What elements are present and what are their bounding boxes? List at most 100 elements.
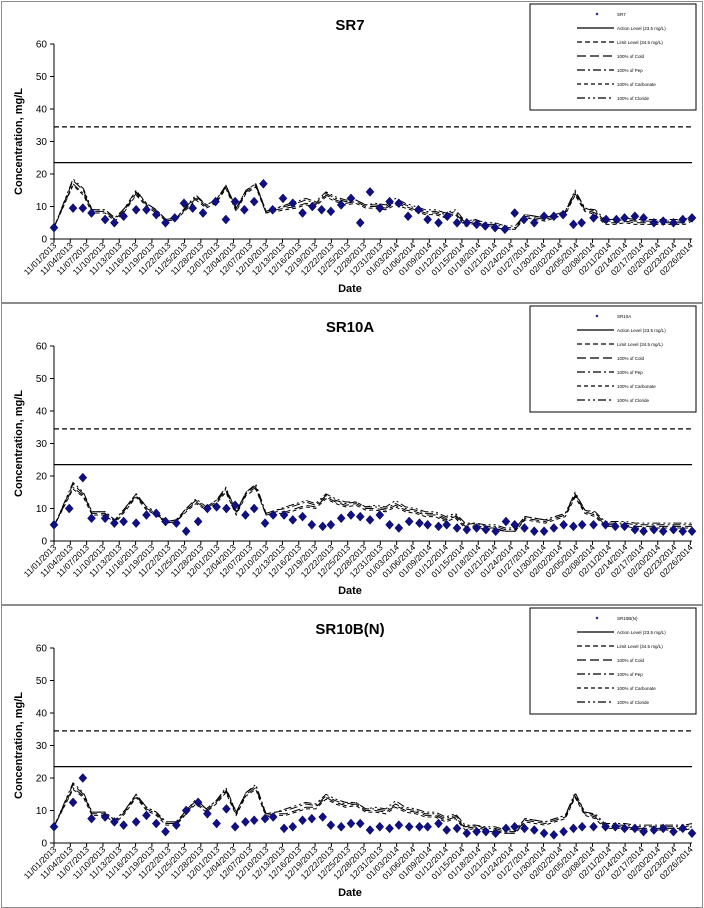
- data-point: [404, 516, 414, 527]
- data-point: [520, 523, 529, 533]
- data-point: [423, 214, 432, 225]
- data-point: [519, 214, 529, 225]
- data-point: [336, 513, 346, 524]
- y-tick-label: 50: [36, 72, 48, 83]
- legend-entry: Action Level (23.5 mg/L): [617, 328, 666, 333]
- data-point: [365, 186, 375, 197]
- data-point: [423, 821, 432, 832]
- data-point: [87, 813, 96, 824]
- data-point: [49, 222, 59, 233]
- chart-panel-sr7: SR7 Concentration, mg/L Date 0 10 20 30 40 50 60 1…: [1, 1, 703, 303]
- legend-entry: 100% of Cloride: [617, 96, 650, 101]
- data-point: [68, 203, 78, 214]
- data-point: [491, 526, 500, 537]
- y-tick-label: 60: [36, 644, 48, 655]
- y-tick-label: 0: [41, 537, 47, 548]
- data-point: [288, 821, 298, 832]
- y-tick-label: 40: [36, 105, 48, 116]
- data-point: [490, 222, 500, 233]
- data-point: [278, 193, 288, 204]
- data-point: [539, 828, 549, 839]
- chart-title: SR7: [335, 17, 364, 34]
- data-point: [589, 212, 598, 223]
- data-point: [151, 209, 161, 220]
- data-point: [658, 823, 668, 834]
- data-point: [119, 820, 128, 831]
- data-point: [336, 199, 346, 210]
- data-point: [203, 503, 212, 514]
- data-point: [394, 198, 404, 209]
- data-point: [510, 208, 520, 218]
- chart-svg: SR7 Concentration, mg/L Date 0 10 20 30 40 50 60 1…: [13, 3, 697, 295]
- data-point: [639, 526, 648, 537]
- model-series-line-1: [53, 783, 693, 834]
- data-point: [365, 514, 375, 525]
- data-point: [64, 503, 74, 514]
- y-tick-label: 30: [36, 137, 48, 148]
- data-point: [355, 217, 365, 228]
- data-point: [198, 208, 208, 218]
- data-point: [620, 521, 629, 532]
- data-point: [442, 825, 452, 835]
- data-point: [649, 524, 659, 535]
- data-point: [221, 214, 231, 225]
- data-point: [569, 219, 578, 230]
- y-tick-label: 60: [36, 342, 48, 353]
- legend-entry: 100% of Cloride: [617, 700, 650, 705]
- data-point: [639, 212, 648, 223]
- data-point: [610, 521, 620, 532]
- data-point: [452, 523, 462, 533]
- legend-box: [529, 3, 697, 111]
- data-point: [193, 797, 203, 808]
- legend-entry: 100% of Pep: [617, 672, 643, 677]
- data-point: [529, 217, 539, 228]
- data-point: [119, 211, 128, 222]
- legend-entry: 100% of Cold: [617, 658, 645, 663]
- data-point: [49, 519, 59, 530]
- legend-entry: 100% of Carbonate: [617, 82, 656, 87]
- legend-entry: Action Level (23.5 mg/L): [617, 26, 666, 31]
- data-point: [612, 214, 621, 225]
- y-tick-label: 50: [36, 676, 48, 687]
- data-point: [288, 514, 298, 525]
- data-point: [249, 503, 259, 514]
- data-point: [649, 217, 659, 228]
- data-point: [687, 828, 697, 839]
- data-point: [539, 526, 549, 537]
- data-point: [569, 521, 578, 532]
- data-point: [414, 204, 423, 215]
- data-point: [442, 519, 452, 530]
- data-point: [529, 526, 539, 537]
- data-point: [620, 823, 629, 834]
- data-point: [151, 818, 161, 829]
- data-point: [100, 513, 110, 524]
- data-point: [259, 178, 268, 189]
- data-point: [434, 217, 443, 228]
- data-point: [549, 829, 559, 840]
- data-point: [268, 204, 277, 215]
- x-axis-label: Date: [338, 887, 362, 899]
- data-point: [610, 821, 620, 832]
- data-point: [669, 826, 678, 837]
- data-point: [87, 208, 96, 218]
- legend-entry: 100% of Pep: [617, 68, 643, 73]
- y-axis-label: Concentration, mg/L: [13, 88, 25, 195]
- data-point: [78, 773, 88, 783]
- data-point: [100, 812, 110, 822]
- data-point: [375, 821, 385, 832]
- data-point: [472, 523, 481, 533]
- legend-entry: 100% of Cloride: [617, 398, 650, 403]
- y-tick-label: 30: [36, 439, 48, 450]
- data-point: [678, 214, 688, 225]
- data-point: [481, 524, 491, 535]
- data-point: [577, 519, 587, 530]
- data-point: [318, 521, 328, 532]
- data-point: [110, 816, 119, 827]
- data-point: [230, 821, 240, 832]
- data-point: [230, 500, 240, 511]
- y-tick-label: 50: [36, 374, 48, 385]
- data-point: [559, 826, 568, 837]
- data-point: [510, 519, 520, 530]
- data-point: [472, 826, 481, 837]
- legend-entry: Action Level (23.5 mg/L): [617, 630, 666, 635]
